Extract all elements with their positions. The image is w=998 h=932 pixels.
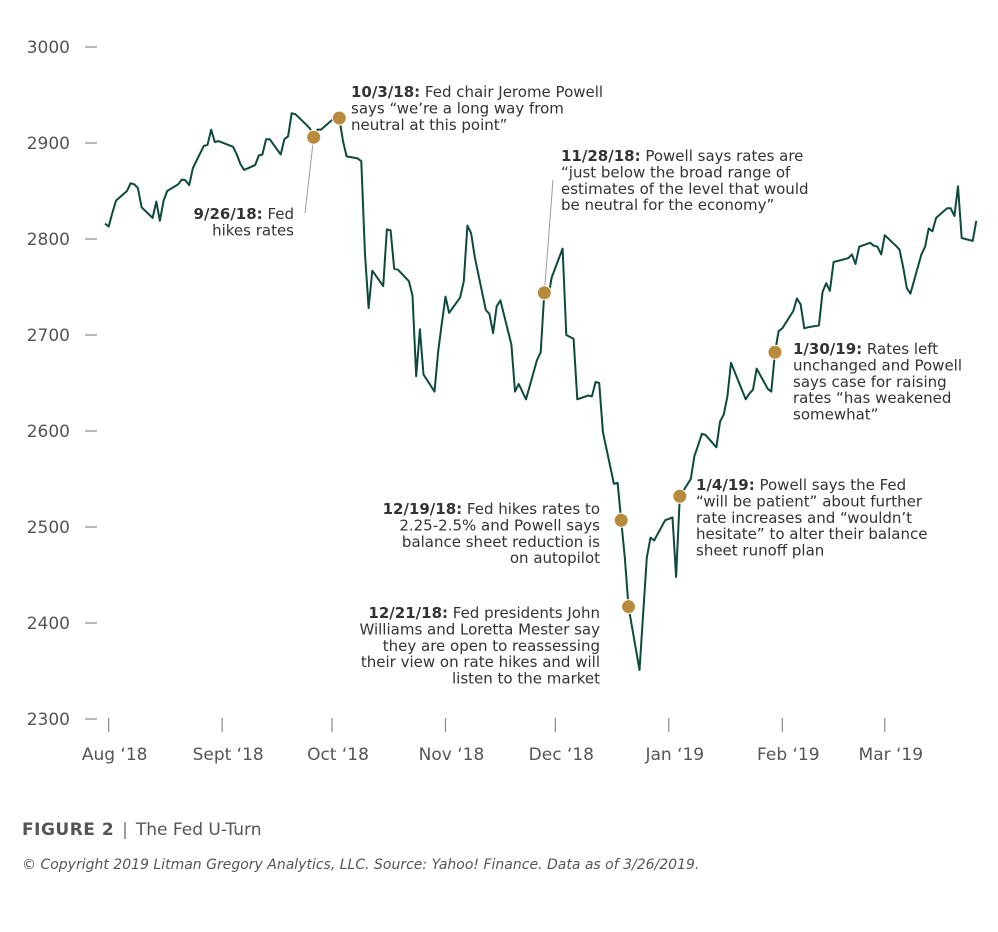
annotation-line: on autopilot xyxy=(510,549,600,567)
annotation-line: unchanged and Powell xyxy=(793,356,962,374)
event-dot xyxy=(672,488,688,504)
x-tick-label: Jan ‘19 xyxy=(644,745,704,765)
annotation-line: rates “has weakened xyxy=(793,389,951,407)
annotation-line: hesitate” to alter their balance xyxy=(696,525,927,543)
source-note: © Copyright 2019 Litman Gregory Analytic… xyxy=(22,857,700,873)
annotation-text: 9/26/18: Fed hikes rates xyxy=(194,205,295,239)
annotation-line: 9/26/18: Fed xyxy=(194,205,294,223)
annotation-line: says “we’re a long way from xyxy=(351,99,564,117)
annotation-date: 12/19/18: xyxy=(383,500,463,518)
annotation-date: 1/30/19: xyxy=(793,340,862,358)
annotation-leaders xyxy=(304,137,554,293)
annotations: 9/26/18: Fed hikes rates 10/3/18: Fed chai… xyxy=(194,83,962,688)
annotation-line: rate increases and “wouldn’t xyxy=(696,509,912,527)
event-dots xyxy=(306,110,783,615)
annotation-first-line: Powell says rates are xyxy=(641,147,804,165)
annotation-line: 10/3/18: Fed chair Jerome Powell xyxy=(351,83,603,101)
annotation-line: 2.25-2.5% and Powell says xyxy=(399,516,600,534)
event-dot xyxy=(613,512,629,528)
annotation-text: 12/21/18: Fed presidents John Williams an… xyxy=(359,604,600,688)
x-tick-label: Dec ‘18 xyxy=(529,745,594,765)
annotation-line: estimates of the level that would xyxy=(561,180,809,198)
annotation-line: “will be patient” about further xyxy=(696,492,923,510)
annotation-line: says case for raising xyxy=(793,373,947,391)
y-tick-label: 2600 xyxy=(27,422,70,442)
annotation-date: 9/26/18: xyxy=(194,205,263,223)
annotation-first-line: Powell says the Fed xyxy=(755,476,906,494)
series-group xyxy=(104,112,978,671)
y-tick-label: 2800 xyxy=(27,230,70,250)
annotation-line: they are open to reassessing xyxy=(383,637,600,655)
annotation-text: 1/30/19: Rates left unchanged and Powell s… xyxy=(793,340,962,424)
event-dot xyxy=(536,285,552,301)
x-tick-label: Mar ‘19 xyxy=(859,745,924,765)
y-tick-label: 2900 xyxy=(27,134,70,154)
y-tick-label: 2500 xyxy=(27,518,70,538)
annotation-line: balance sheet reduction is xyxy=(402,533,600,551)
annotation-text: 10/3/18: Fed chair Jerome Powell says “we… xyxy=(351,83,603,134)
annotation-first-line: Fed xyxy=(263,205,294,223)
figure-title: The Fed U-Turn xyxy=(135,820,262,840)
y-tick-label: 2400 xyxy=(27,614,70,634)
annotation-first-line: Rates left xyxy=(862,340,938,358)
annotation-text: 1/4/19: Powell says the Fed “will be pati… xyxy=(696,476,927,560)
x-tick-label: Aug ‘18 xyxy=(82,745,148,765)
annotation-first-line: Fed hikes rates to xyxy=(462,500,600,518)
annotation-leader-line xyxy=(543,179,554,293)
x-tick-label: Feb ‘19 xyxy=(757,745,820,765)
x-tick-label: Nov ‘18 xyxy=(419,745,485,765)
annotation-line: listen to the market xyxy=(452,670,600,688)
annotation-line: 11/28/18: Powell says rates are xyxy=(561,147,803,165)
figure-caption: FIGURE 2 | The Fed U-Turn xyxy=(22,820,261,840)
annotation-line: sheet runoff plan xyxy=(696,542,824,560)
x-tick-label: Oct ‘18 xyxy=(307,745,369,765)
annotation-line: their view on rate hikes and will xyxy=(361,653,600,671)
annotation-line: somewhat” xyxy=(793,406,878,424)
annotation-date: 10/3/18: xyxy=(351,83,420,101)
y-tick-label: 2700 xyxy=(27,326,70,346)
figure-label: FIGURE 2 xyxy=(22,820,115,840)
caption-separator: | xyxy=(122,820,128,840)
annotation-leader-line xyxy=(304,137,315,214)
y-axis: 2300 2400 2500 2600 2700 2800 2900 3000 xyxy=(27,38,97,730)
annotation-line: “just below the broad range of xyxy=(561,163,791,181)
x-axis: Aug ‘18 Sept ‘18 Oct ‘18 Nov ‘18 Dec ‘18 Jan … xyxy=(82,718,923,765)
annotation-line: 12/21/18: Fed presidents John xyxy=(368,604,600,622)
annotation-line: neutral at this point” xyxy=(351,116,507,134)
annotation-line: 12/19/18: Fed hikes rates to xyxy=(383,500,600,518)
annotation-line: hikes rates xyxy=(212,221,294,239)
event-dot xyxy=(767,344,783,360)
annotation-line: 1/4/19: Powell says the Fed xyxy=(696,476,906,494)
annotation-line: Williams and Loretta Mester say xyxy=(359,620,600,638)
event-dot xyxy=(621,599,637,615)
annotation-text: 11/28/18: Powell says rates are “just bel… xyxy=(561,147,809,214)
annotation-date: 1/4/19: xyxy=(696,476,755,494)
annotation-line: be neutral for the economy” xyxy=(561,196,774,214)
chart: 2300 2400 2500 2600 2700 2800 2900 3000 Aug ‘18… xyxy=(27,38,978,765)
annotation-first-line: Fed chair Jerome Powell xyxy=(420,83,603,101)
event-dot xyxy=(306,129,322,145)
annotation-first-line: Fed presidents John xyxy=(448,604,600,622)
annotation-date: 11/28/18: xyxy=(561,147,641,165)
x-tick-label: Sept ‘18 xyxy=(193,745,264,765)
series-line xyxy=(104,112,978,671)
event-dot xyxy=(331,110,347,126)
annotation-date: 12/21/18: xyxy=(368,604,448,622)
y-tick-label: 3000 xyxy=(27,38,70,58)
annotation-text: 12/19/18: Fed hikes rates to 2.25-2.5% an… xyxy=(383,500,601,567)
annotation-line: 1/30/19: Rates left xyxy=(793,340,938,358)
y-tick-label: 2300 xyxy=(27,710,70,730)
